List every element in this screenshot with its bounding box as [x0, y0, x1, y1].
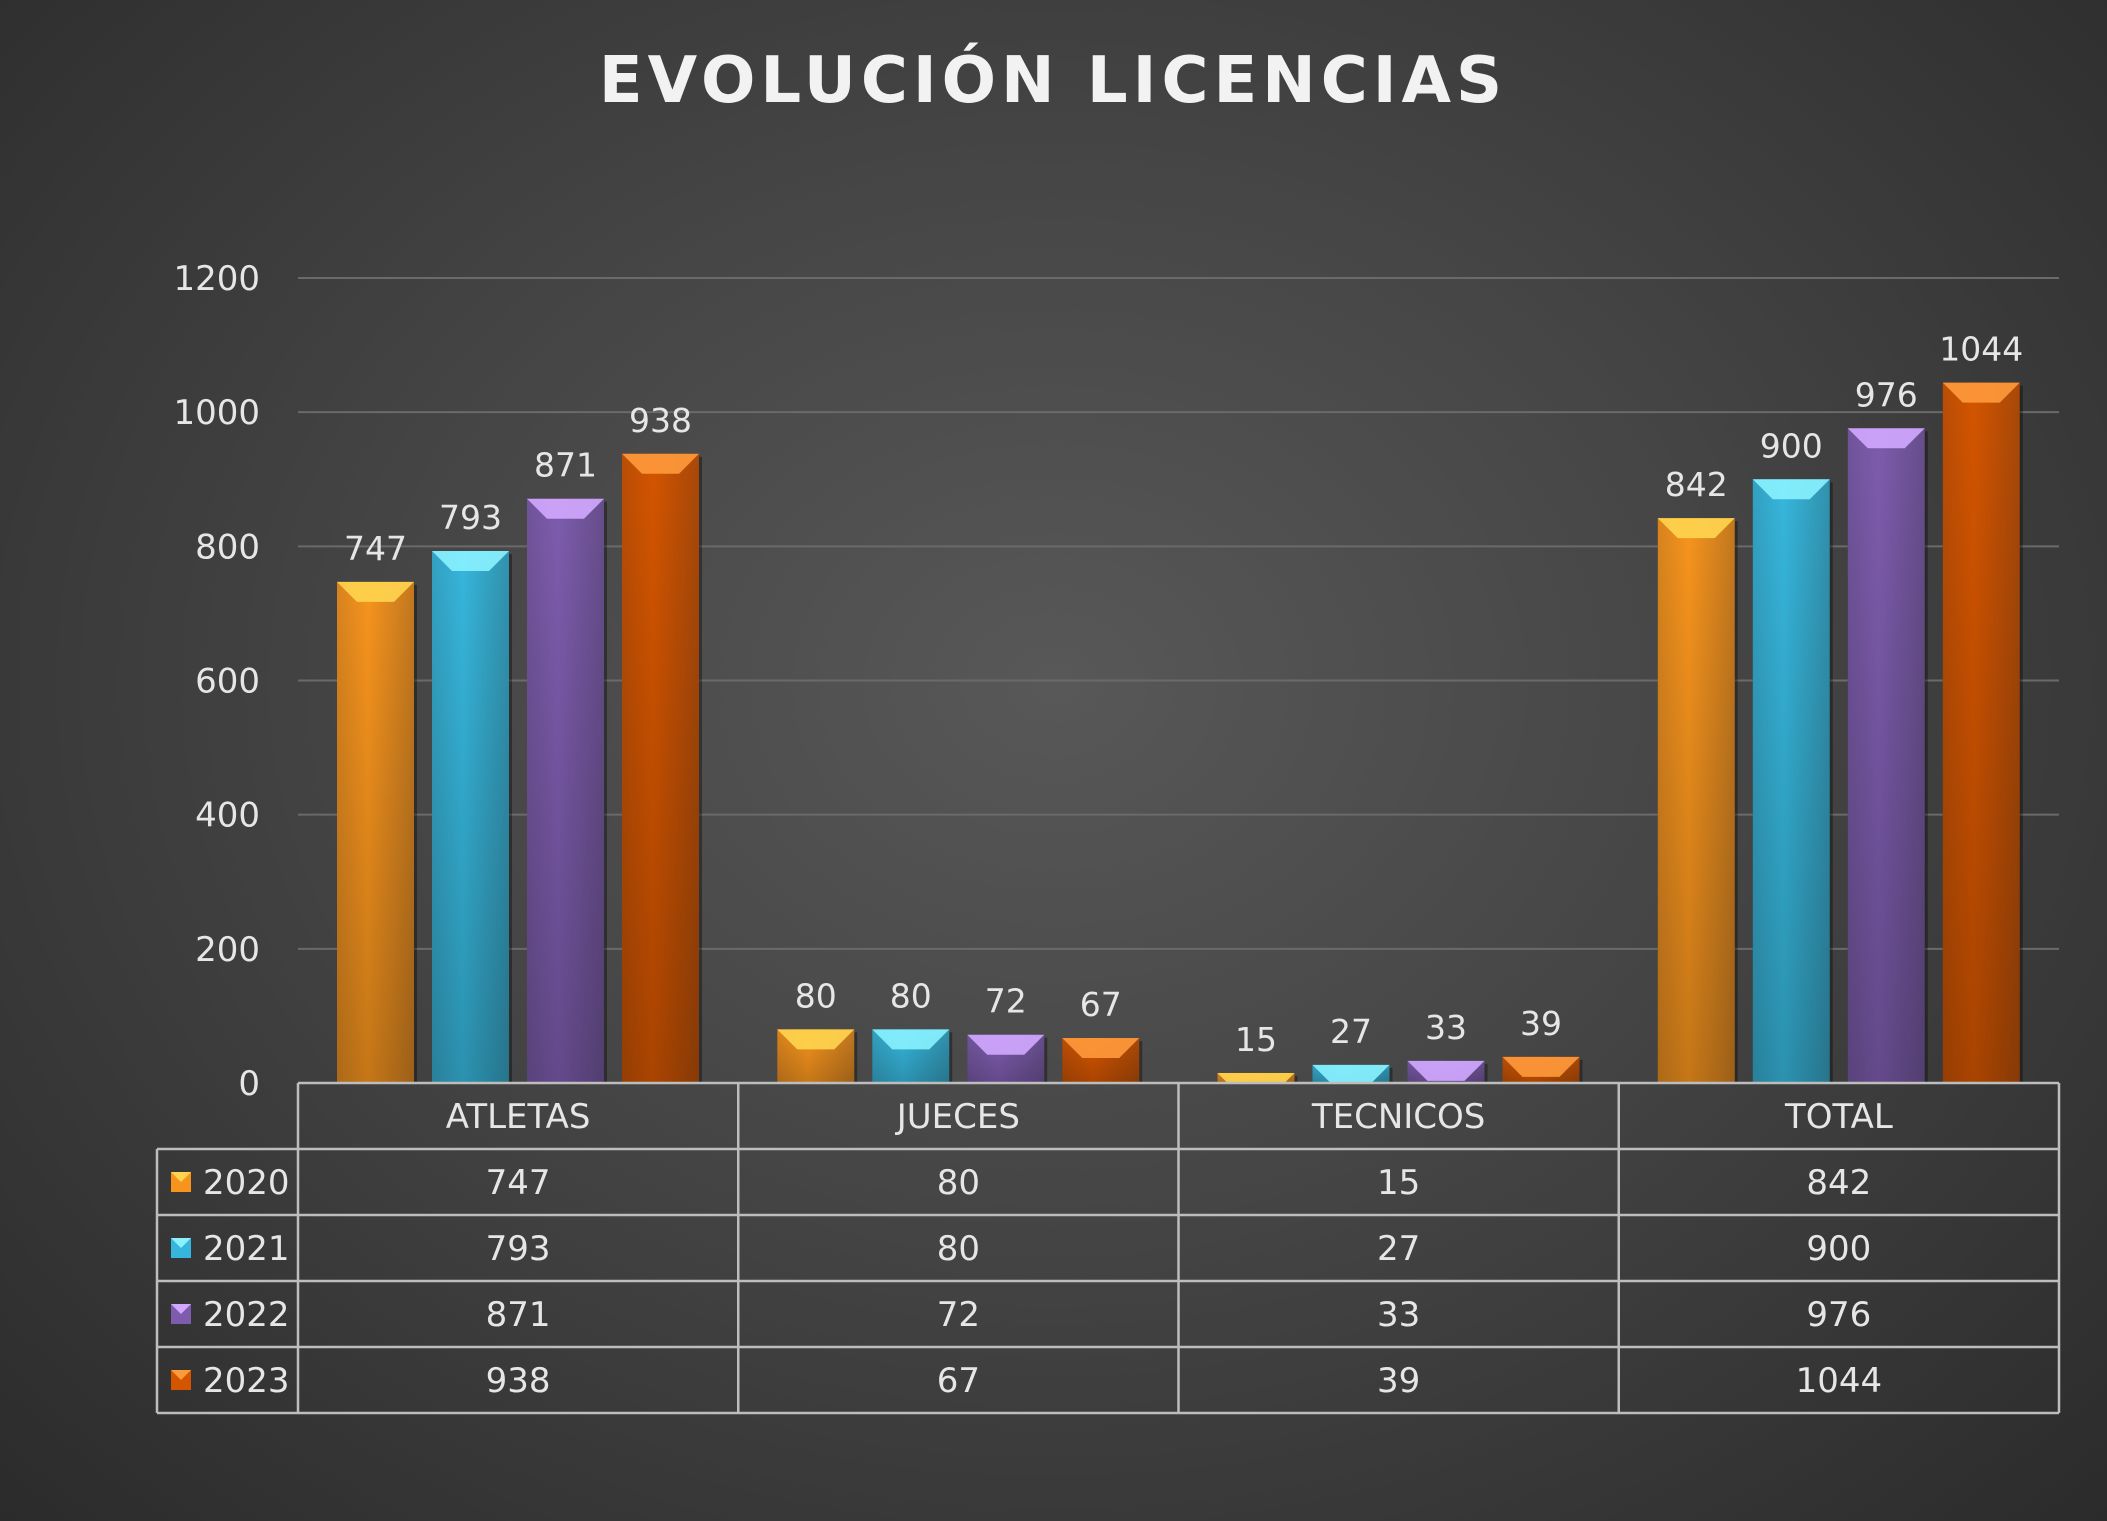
bar-bevel: [432, 551, 509, 572]
table-cell: 67: [937, 1361, 980, 1401]
legend-key-bevel: [171, 1172, 191, 1182]
table-cell: 938: [486, 1361, 551, 1401]
bar-bevel: [527, 498, 604, 519]
y-tick-label: 1000: [173, 393, 260, 433]
bar-bevel: [337, 581, 414, 602]
table-cell: 871: [486, 1295, 551, 1335]
data-label: 976: [1855, 375, 1918, 414]
legend-key-bevel: [171, 1370, 191, 1380]
bar-bevel: [1217, 1072, 1295, 1083]
table-cell: 842: [1806, 1163, 1871, 1203]
data-label: 871: [534, 446, 597, 485]
y-tick-label: 1200: [173, 259, 260, 299]
table-cell: 747: [486, 1163, 551, 1203]
data-label: 39: [1520, 1004, 1562, 1043]
bar-bevel: [872, 1029, 950, 1050]
data-label: 27: [1330, 1012, 1372, 1051]
bar-bevel: [967, 1034, 1045, 1055]
table-cell: 900: [1806, 1229, 1871, 1269]
table-cell: 33: [1377, 1295, 1420, 1335]
data-label: 33: [1425, 1008, 1467, 1047]
bar-bevel: [1312, 1064, 1390, 1083]
bar-bevel: [1502, 1056, 1580, 1077]
table-cell: 80: [937, 1229, 980, 1269]
data-label: 842: [1665, 465, 1728, 504]
bar-shade: [1847, 428, 1925, 1083]
table-cell: 27: [1377, 1229, 1420, 1269]
x-category-label: TECNICOS: [1311, 1097, 1486, 1137]
data-label: 793: [439, 498, 502, 537]
table-cell: 80: [937, 1163, 980, 1203]
table-cell: 1044: [1796, 1361, 1883, 1401]
legend-key-bevel: [171, 1238, 191, 1248]
chart-title: EVOLUCIÓN LICENCIAS: [599, 42, 1507, 118]
bar-shade: [527, 498, 604, 1083]
table-cell: 72: [937, 1295, 980, 1335]
y-tick-label: 600: [195, 662, 260, 702]
bar-bevel: [1942, 382, 2020, 403]
x-category-label: JUECES: [895, 1097, 1020, 1137]
bar-shade: [1657, 518, 1735, 1083]
x-category-label: TOTAL: [1784, 1097, 1893, 1137]
y-tick-label: 200: [195, 930, 260, 970]
legend-label-2021: 2021: [203, 1229, 290, 1269]
data-label: 80: [795, 976, 837, 1015]
data-label: 1044: [1939, 330, 2023, 369]
data-label: 938: [629, 401, 692, 440]
data-label: 80: [890, 976, 932, 1015]
bar-shade: [622, 453, 699, 1084]
legend-label-2022: 2022: [203, 1295, 290, 1335]
bar-bevel: [1752, 479, 1830, 500]
table-cell: 39: [1377, 1361, 1420, 1401]
bar-bevel: [1847, 428, 1925, 449]
table-cell: 976: [1806, 1295, 1871, 1335]
bar-bevel: [1657, 518, 1735, 539]
legend-label-2023: 2023: [203, 1361, 290, 1401]
y-tick-label: 400: [195, 796, 260, 836]
bar-bevel: [777, 1029, 855, 1050]
legend-label-2020: 2020: [203, 1163, 290, 1203]
bar-shade: [1942, 382, 2020, 1083]
bar-shade: [1752, 479, 1830, 1083]
bar-bevel: [622, 453, 699, 474]
bar-shade: [337, 581, 414, 1083]
legend-key-bevel: [171, 1304, 191, 1314]
data-label: 900: [1760, 426, 1823, 465]
data-label: 67: [1080, 985, 1122, 1024]
y-tick-label: 0: [238, 1064, 260, 1104]
data-label: 72: [985, 982, 1027, 1021]
x-category-label: ATLETAS: [446, 1097, 591, 1137]
y-tick-label: 800: [195, 527, 260, 567]
data-label: 15: [1235, 1020, 1277, 1059]
bar-bevel: [1407, 1060, 1485, 1081]
table-cell: 15: [1377, 1163, 1420, 1203]
bar-bevel: [1062, 1038, 1140, 1059]
table-cell: 793: [486, 1229, 551, 1269]
bar-shade: [432, 551, 509, 1083]
data-label: 747: [344, 529, 407, 568]
